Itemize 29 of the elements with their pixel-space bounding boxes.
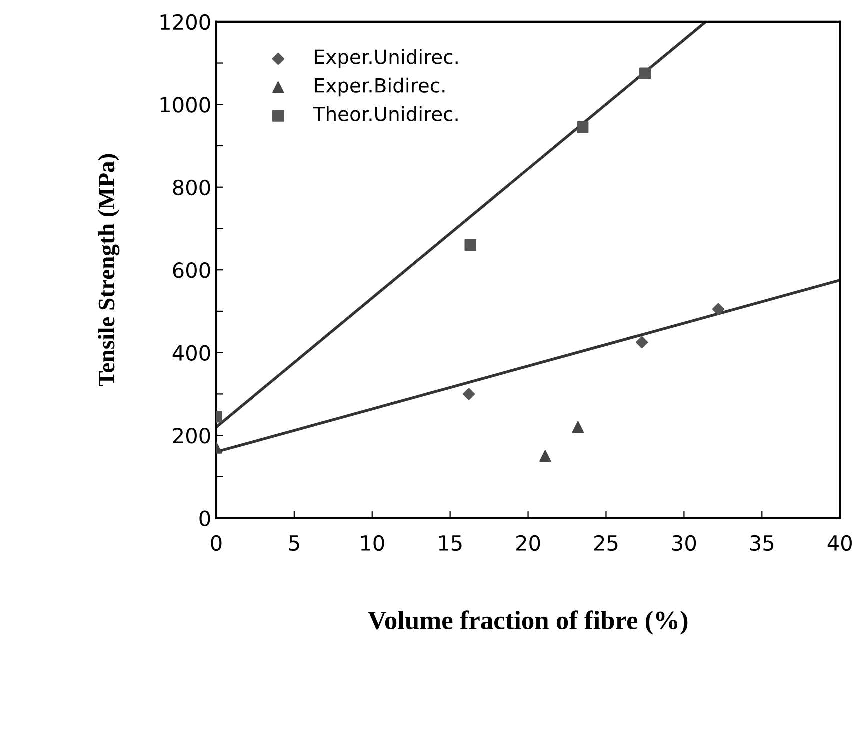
point (462, 388, 476, 400)
y-tick-label: 1000 (160, 97, 210, 113)
x-tick-label: 5 (289, 536, 300, 552)
x-tick-label: 20 (516, 535, 540, 552)
x-tick-label: 10 (361, 535, 384, 552)
x-tick-label: 25 (594, 535, 618, 552)
y-tick-label: 400 (172, 345, 210, 362)
x-tick-label: 30 (672, 535, 696, 552)
point (577, 122, 589, 134)
y-tick-label: 0 (200, 510, 210, 527)
y-tick-label: 1200 (160, 14, 210, 30)
legend-label: Exper.Unidirec. (315, 49, 458, 68)
x-axis-title: Volume fraction of fibre (%) (368, 610, 688, 635)
point (540, 450, 552, 462)
y-axis-title: Tensile Strength (MPa) (98, 154, 120, 386)
x-tick-label: 0 (211, 535, 222, 552)
x-tick-label: 40 (828, 535, 852, 552)
point (572, 421, 584, 434)
point (712, 303, 725, 316)
y-tick-label: 600 (173, 262, 210, 278)
x-tick-label: 15 (439, 536, 462, 552)
x-tick-label: 35 (750, 535, 774, 552)
y-tick-label: 800 (173, 180, 210, 196)
y-tick-label: 200 (173, 428, 210, 444)
point (639, 68, 652, 80)
point (636, 336, 648, 349)
legend-label: Theor.Unidirec. (313, 106, 458, 122)
legend-label: Exper.Bidirec. (315, 78, 445, 97)
point (464, 239, 476, 252)
